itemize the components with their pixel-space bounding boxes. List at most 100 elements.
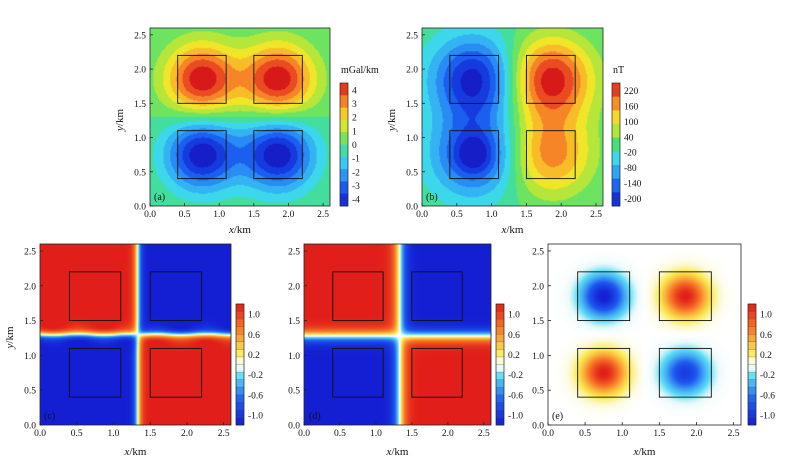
x-axis-label: x/km: [385, 446, 408, 458]
x-axis-label: x/km: [500, 224, 523, 236]
y-tick-label: 2.5: [288, 247, 300, 257]
source-box: [68, 347, 122, 398]
colorbar-segment: [748, 326, 756, 335]
colorbar-label: -4: [352, 196, 360, 206]
colorbar-segment: [340, 107, 348, 121]
x-tick-label: 1.0: [616, 429, 628, 439]
source-box: [177, 54, 227, 104]
colorbar-frame: [611, 82, 621, 207]
source-box: [658, 347, 712, 398]
colorbar-segment: [612, 96, 620, 111]
panel-c: 0.0 0.5 1.0 1.5 2.0 2.5 0.0 0.5 1.0 1.5 2.0 2.5 (c): [24, 243, 232, 439]
x-axis-label: x/km: [123, 446, 146, 458]
colorbar-segment: [340, 193, 348, 207]
colorbar: 1.0 0.6 0.2 -0.2 -0.6 -1.0: [495, 303, 523, 426]
colorbar-label: 100: [624, 118, 639, 128]
colorbar-segment: [748, 372, 756, 381]
colorbar-segment: [496, 341, 504, 350]
y-tick-label: 2.0: [134, 66, 146, 76]
colorbar-frame: [235, 303, 245, 426]
colorbar-segment: [748, 409, 756, 418]
colorbar-segment: [236, 349, 244, 358]
y-tick-label: 2.5: [532, 247, 544, 257]
y-tick-label: 1.0: [134, 134, 146, 144]
x-tick-label: 0.0: [542, 429, 554, 439]
colorbar-unit: mGal/km: [341, 65, 379, 76]
plot-frame: [39, 243, 232, 426]
x-tick-label: 1.0: [108, 429, 120, 439]
y-tick-label: 0.0: [24, 422, 36, 432]
colorbar-segment: [496, 311, 504, 320]
colorbar-segment: [748, 394, 756, 403]
x-tick-label: 1.5: [520, 210, 532, 220]
colorbar-segment: [748, 341, 756, 350]
y-tick-label: 0.5: [406, 168, 418, 178]
y-tick-label: 2.5: [406, 31, 418, 41]
source-box: [525, 54, 576, 104]
colorbar-label: -1.0: [760, 411, 775, 421]
y-tick-label: 1.5: [24, 317, 36, 327]
colorbar-segment: [496, 387, 504, 396]
panel-label: (b): [426, 192, 438, 203]
colorbar-label: 1.0: [508, 311, 520, 321]
colorbar-label: 4: [352, 86, 357, 96]
colorbar-segment: [236, 402, 244, 411]
colorbar-segment: [612, 151, 620, 166]
x-tick-label: 1.5: [248, 210, 260, 220]
x-tick-label: 2.0: [555, 210, 567, 220]
colorbar-segment: [748, 379, 756, 388]
source-box: [68, 271, 122, 322]
colorbar-segment: [748, 356, 756, 365]
colorbar-segment: [496, 334, 504, 343]
colorbar-segment: [612, 110, 620, 125]
source-box: [332, 271, 384, 322]
plot-frame: [421, 27, 604, 207]
panel-label: (a): [154, 192, 165, 203]
x-tick-label: 0.0: [416, 210, 428, 220]
colorbar-label: 1.0: [760, 311, 772, 321]
colorbar-segment: [236, 372, 244, 381]
colorbar-label: 40: [624, 133, 634, 143]
colorbar: 4 3 2 1 0 -1 -2 -3 -4 mGal/km: [339, 65, 379, 207]
colorbar-segment: [496, 409, 504, 418]
x-tick-label: 0.5: [179, 210, 191, 220]
panel-label: (d): [309, 411, 321, 422]
y-tick-label: 1.5: [406, 100, 418, 110]
x-tick-label: 2.0: [442, 429, 454, 439]
colorbar-segment: [748, 387, 756, 396]
colorbar-label: -20: [624, 149, 637, 159]
panel-d: 0.0 0.5 1.0 1.5 2.0 2.5 0.0 0.5 1.0 1.5 2.0 2.5 (d): [288, 243, 492, 439]
y-tick-label: 0.0: [532, 422, 544, 432]
colorbar-label: -3: [352, 182, 360, 192]
x-tick-label: 2.0: [181, 429, 193, 439]
colorbar-segment: [340, 83, 348, 96]
x-tick-label: 2.0: [283, 210, 295, 220]
colorbar-segment: [236, 417, 244, 426]
colorbar-label: -0.2: [760, 371, 775, 381]
x-tick-label: 0.5: [451, 210, 463, 220]
colorbar-segment: [236, 387, 244, 396]
colorbar-label: -0.2: [508, 371, 523, 381]
colorbar: 1.0 0.6 0.2 -0.2 -0.6 -1.0: [747, 303, 775, 426]
colorbar-frame: [495, 303, 505, 426]
panel-label: (c): [44, 411, 55, 422]
heatmap-image: [304, 244, 491, 425]
colorbar-label: -0.2: [248, 371, 263, 381]
colorbar-segment: [340, 119, 348, 133]
colorbar-segment: [748, 402, 756, 411]
colorbar-segment: [748, 417, 756, 426]
y-tick-label: 0.5: [134, 168, 146, 178]
colorbar-segment: [496, 379, 504, 388]
y-tick-label: 1.5: [288, 317, 300, 327]
x-tick-label: 2.0: [691, 429, 703, 439]
x-tick-label: 2.5: [728, 429, 740, 439]
x-axis-label: x/km: [228, 224, 251, 236]
colorbar-segment: [496, 402, 504, 411]
colorbar-frame: [339, 82, 349, 207]
x-tick-label: 1.0: [213, 210, 225, 220]
colorbar-label: -0.6: [508, 391, 523, 401]
colorbar-segment: [236, 394, 244, 403]
y-tick-label: 1.5: [532, 317, 544, 327]
colorbar-segment: [496, 326, 504, 335]
colorbar-unit: nT: [613, 65, 624, 76]
